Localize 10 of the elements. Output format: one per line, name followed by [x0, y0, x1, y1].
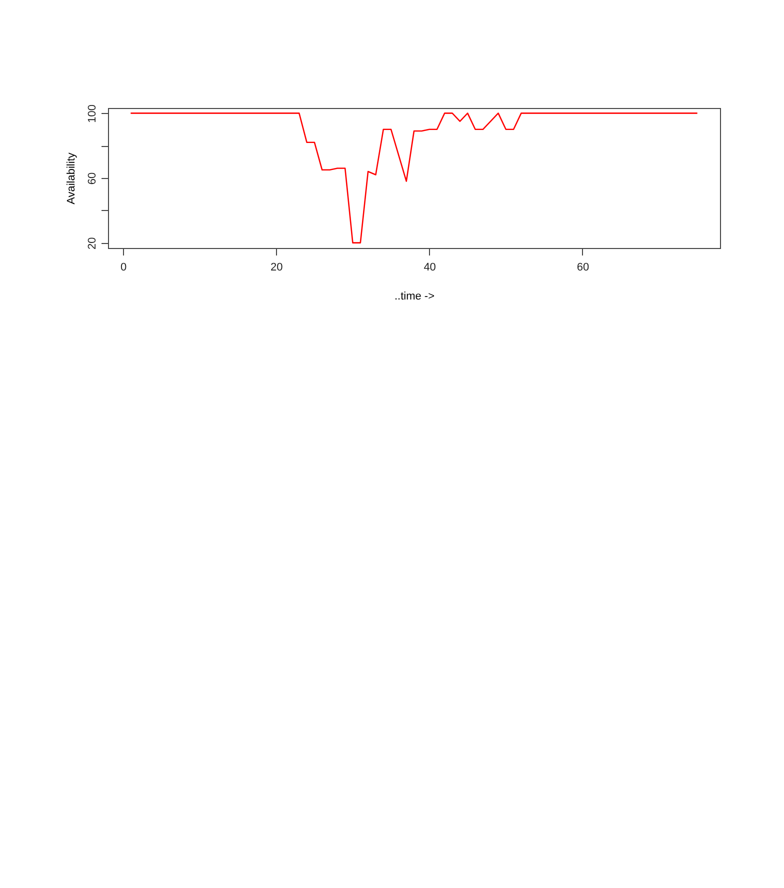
- y-tick-label: 20: [86, 237, 98, 250]
- y-tick-label: 60: [86, 172, 98, 185]
- y-axis-title: Availability: [66, 152, 78, 204]
- x-tick-label: 0: [120, 262, 127, 274]
- x-tick-label: 40: [424, 262, 436, 274]
- x-tick-label: 60: [576, 262, 590, 274]
- line-series: [130, 112, 698, 244]
- y-tick-label: 100: [86, 104, 98, 123]
- x-tick-label: 20: [270, 262, 283, 274]
- x-axis-title: ..time ->: [394, 290, 435, 302]
